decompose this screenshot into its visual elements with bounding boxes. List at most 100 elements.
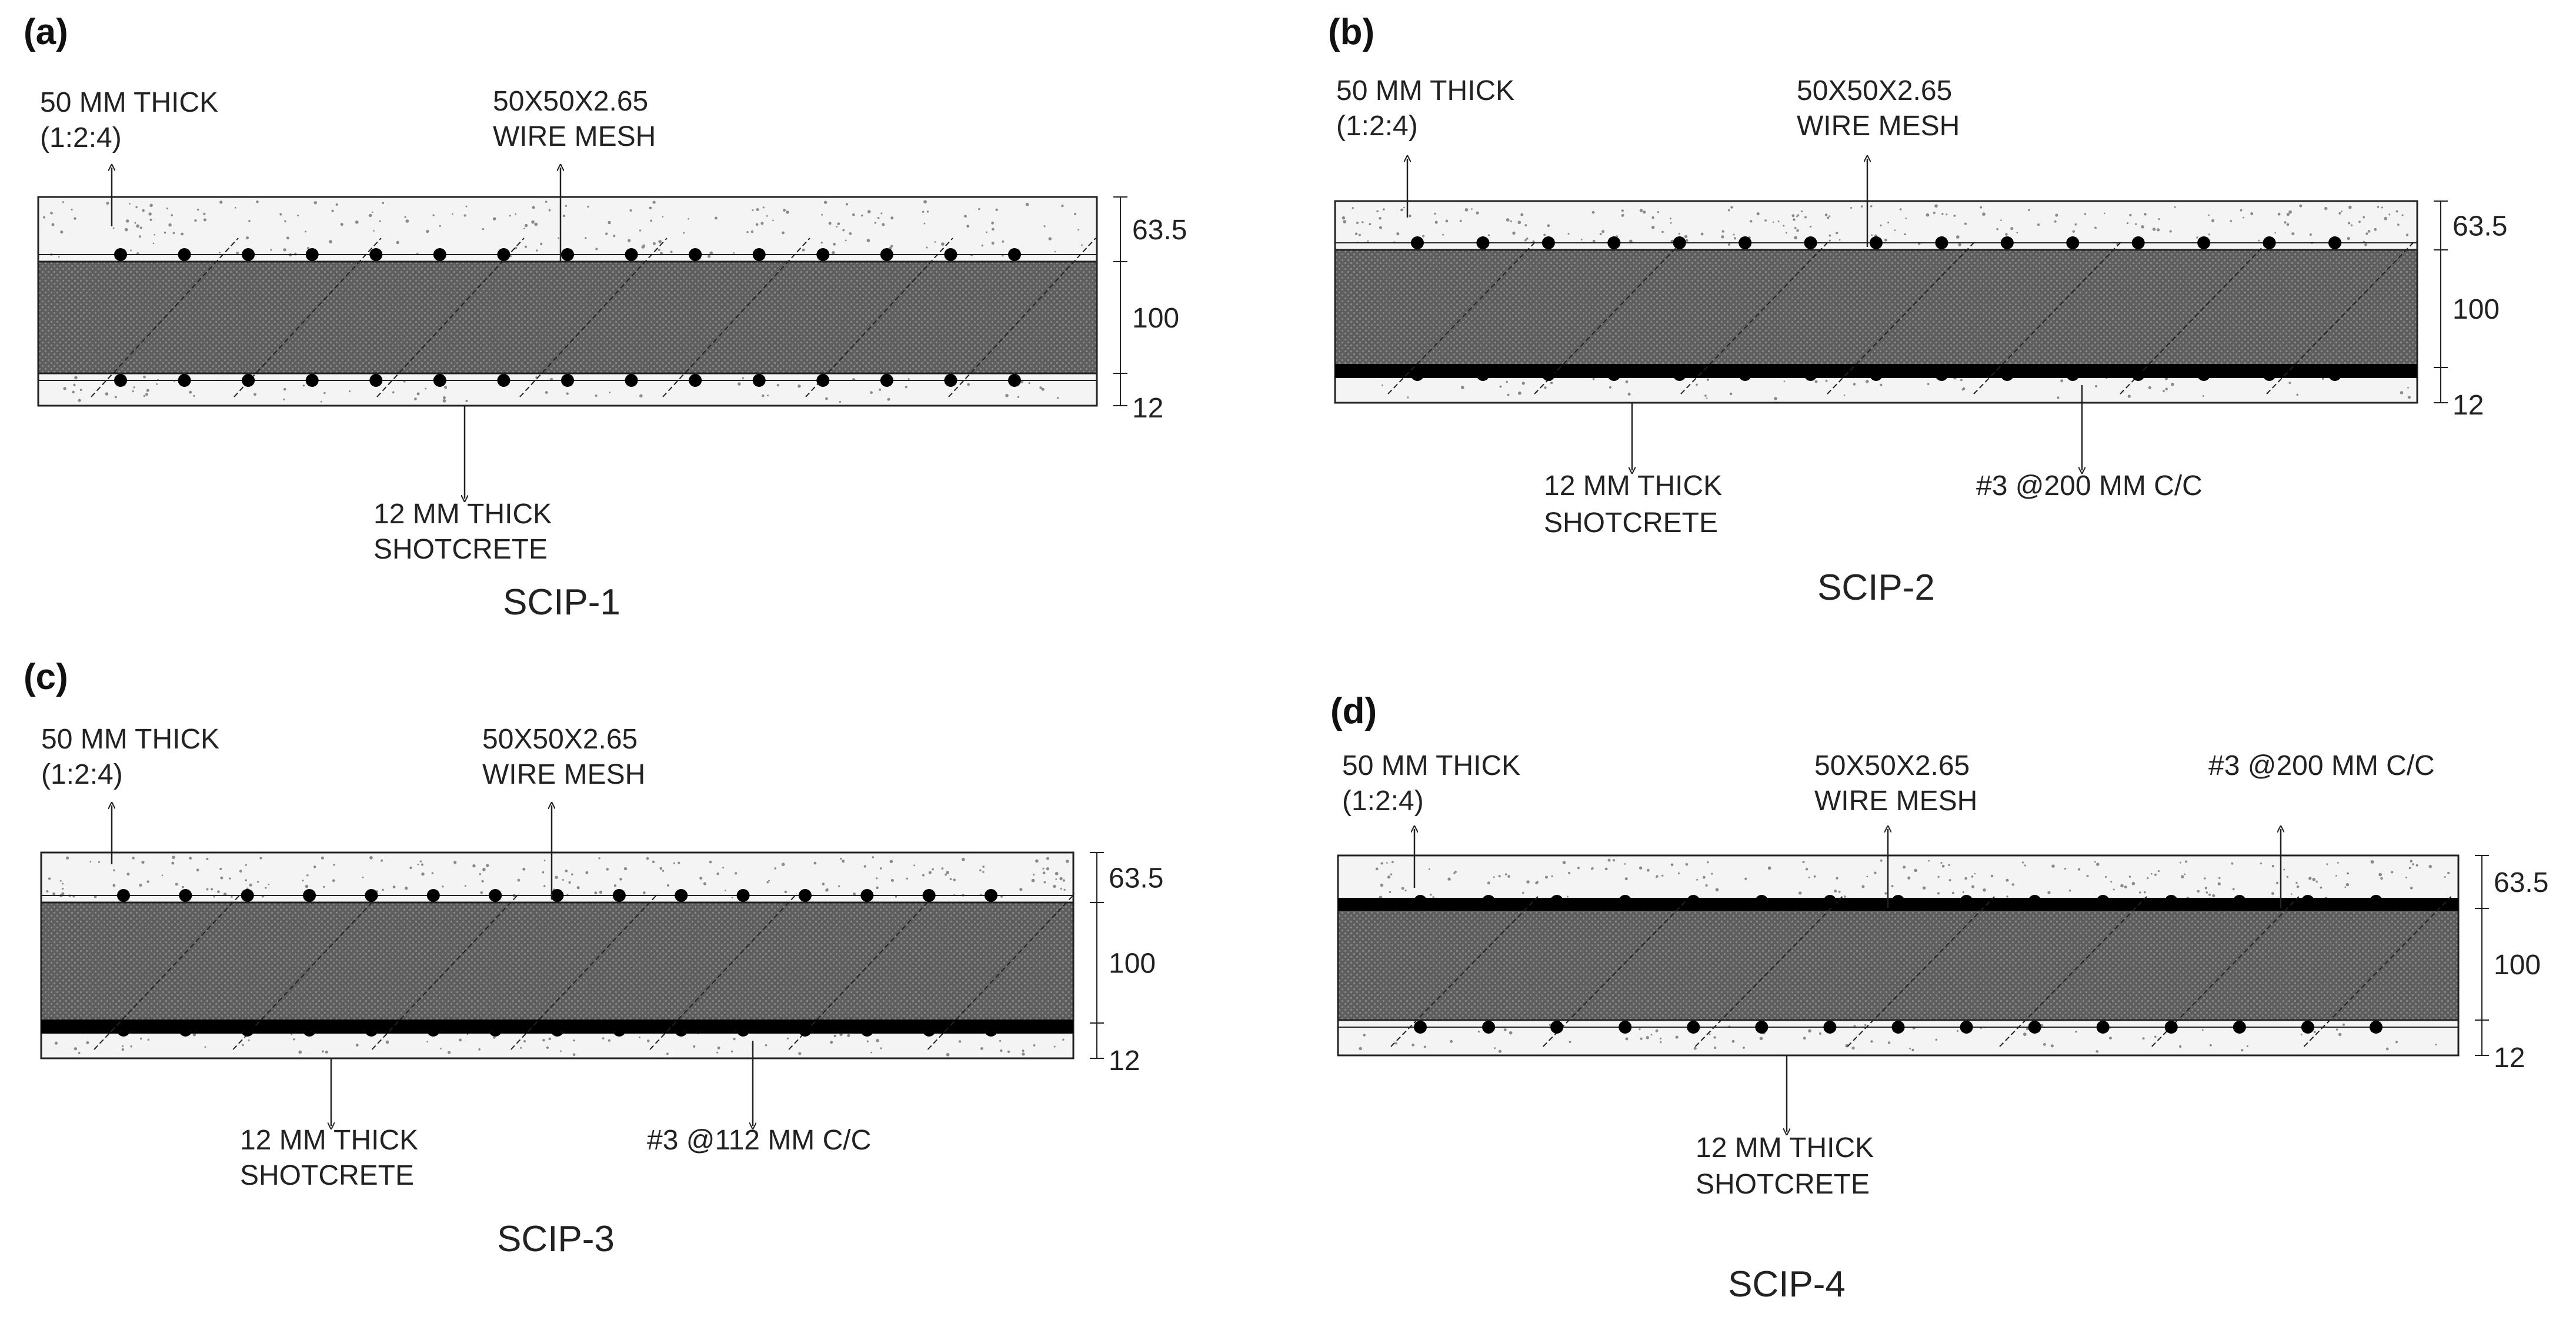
aggregate-speck bbox=[1054, 250, 1056, 253]
aggregate-speck bbox=[765, 1044, 768, 1047]
aggregate-speck bbox=[545, 200, 548, 203]
aggregate-speck bbox=[192, 1032, 196, 1037]
aggregate-speck bbox=[1033, 1044, 1036, 1047]
aggregate-speck bbox=[52, 892, 56, 895]
aggregate-speck bbox=[1504, 873, 1507, 875]
aggregate-speck bbox=[2152, 228, 2156, 231]
aggregate-speck bbox=[2350, 224, 2353, 227]
bottom-wire-dot bbox=[2197, 368, 2211, 381]
aggregate-speck bbox=[139, 883, 142, 887]
aggregate-speck bbox=[2296, 885, 2300, 888]
aggregate-speck bbox=[2230, 220, 2233, 222]
aggregate-speck bbox=[239, 870, 242, 873]
aggregate-speck bbox=[1684, 235, 1688, 239]
aggregate-speck bbox=[1928, 860, 1930, 862]
aggregate-speck bbox=[980, 1047, 983, 1050]
aggregate-speck bbox=[774, 867, 777, 870]
aggregate-speck bbox=[381, 859, 383, 862]
top-wire-dot bbox=[1870, 236, 1883, 249]
bottom-wire-dot bbox=[497, 374, 510, 387]
aggregate-speck bbox=[991, 221, 995, 225]
aggregate-speck bbox=[820, 242, 823, 244]
truss-diagonal-wire bbox=[1390, 896, 1539, 1047]
aggregate-speck bbox=[203, 212, 206, 215]
aggregate-speck bbox=[875, 877, 878, 880]
aggregate-speck bbox=[1785, 232, 1787, 234]
aggregate-speck bbox=[522, 867, 526, 871]
aggregate-speck bbox=[845, 239, 847, 242]
aggregate-speck bbox=[2068, 890, 2071, 892]
aggregate-speck bbox=[1400, 208, 1403, 212]
top-wire-dot bbox=[242, 248, 255, 261]
aggregate-speck bbox=[1809, 225, 1812, 228]
aggregate-speck bbox=[256, 200, 259, 203]
aggregate-speck bbox=[465, 399, 468, 403]
bottom-wire-dot bbox=[1960, 1021, 1973, 1034]
aggregate-speck bbox=[2412, 863, 2415, 865]
aggregate-speck bbox=[562, 878, 564, 881]
aggregate-speck bbox=[1499, 385, 1502, 388]
aggregate-speck bbox=[776, 383, 780, 387]
aggregate-speck bbox=[2284, 221, 2287, 224]
truss-diagonal-wire bbox=[1847, 896, 1995, 1047]
aggregate-speck bbox=[432, 214, 435, 216]
aggregate-speck bbox=[54, 1041, 58, 1045]
aggregate-speck bbox=[1607, 858, 1611, 862]
aggregate-speck bbox=[662, 870, 665, 872]
bottom-wire-dot bbox=[489, 1024, 502, 1037]
aggregate-speck bbox=[1651, 216, 1654, 219]
aggregate-speck bbox=[1429, 893, 1432, 896]
aggregate-speck bbox=[1729, 392, 1733, 396]
aggregate-speck bbox=[1551, 875, 1553, 877]
aggregate-speck bbox=[2246, 1045, 2248, 1048]
aggregate-speck bbox=[2154, 873, 2157, 876]
aggregate-speck bbox=[1828, 215, 1831, 218]
aggregate-speck bbox=[1517, 391, 1521, 395]
panel-scip-2: (b) 50 MM THICK (1:2:4) 50X50X2.65 WIRE MESH… bbox=[1328, 12, 2507, 608]
aggregate-speck bbox=[992, 228, 995, 231]
aggregate-speck bbox=[1798, 891, 1802, 895]
aggregate-speck bbox=[967, 383, 970, 386]
dim-top-concrete: 63.5 bbox=[1132, 215, 1187, 246]
top-wire-dot bbox=[816, 248, 830, 261]
aggregate-speck bbox=[995, 208, 998, 211]
aggregate-speck bbox=[2103, 212, 2105, 215]
aggregate-speck bbox=[203, 218, 206, 222]
aggregate-speck bbox=[2141, 225, 2144, 229]
aggregate-speck bbox=[268, 884, 270, 885]
aggregate-speck bbox=[142, 209, 145, 212]
aggregate-speck bbox=[1503, 1028, 1507, 1032]
aggregate-speck bbox=[781, 863, 785, 866]
bottom-wire-dot bbox=[860, 1024, 874, 1037]
aggregate-speck bbox=[1774, 397, 1777, 400]
panel-caption: SCIP-3 bbox=[497, 1219, 615, 1259]
aggregate-speck bbox=[762, 206, 765, 209]
aggregate-speck bbox=[61, 887, 64, 890]
truss-diagonal-wire bbox=[232, 893, 381, 1050]
aggregate-speck bbox=[733, 252, 735, 254]
aggregate-speck bbox=[1403, 206, 1405, 209]
shotcrete-label-line2: SHOTCRETE bbox=[240, 1160, 414, 1191]
aggregate-speck bbox=[2156, 228, 2160, 232]
aggregate-speck bbox=[734, 872, 738, 875]
aggregate-speck bbox=[1447, 877, 1451, 881]
aggregate-speck bbox=[2291, 232, 2295, 236]
aggregate-speck bbox=[1063, 888, 1066, 891]
aggregate-speck bbox=[129, 203, 131, 205]
aggregate-speck bbox=[362, 876, 364, 878]
aggregate-speck bbox=[1661, 230, 1664, 233]
aggregate-speck bbox=[1772, 221, 1774, 223]
aggregate-speck bbox=[524, 223, 528, 228]
aggregate-speck bbox=[86, 1041, 89, 1044]
aggregate-speck bbox=[823, 200, 827, 204]
aggregate-speck bbox=[1670, 239, 1674, 243]
aggregate-speck bbox=[79, 389, 82, 392]
aggregate-speck bbox=[1808, 877, 1810, 878]
aggregate-speck bbox=[826, 888, 829, 891]
aggregate-speck bbox=[2358, 220, 2361, 223]
shotcrete-label: 12 MM THICK bbox=[1696, 1132, 1874, 1164]
aggregate-speck bbox=[863, 865, 866, 868]
bottom-wire-dot bbox=[426, 1024, 440, 1037]
aggregate-speck bbox=[2258, 239, 2260, 242]
aggregate-speck bbox=[1407, 396, 1409, 399]
